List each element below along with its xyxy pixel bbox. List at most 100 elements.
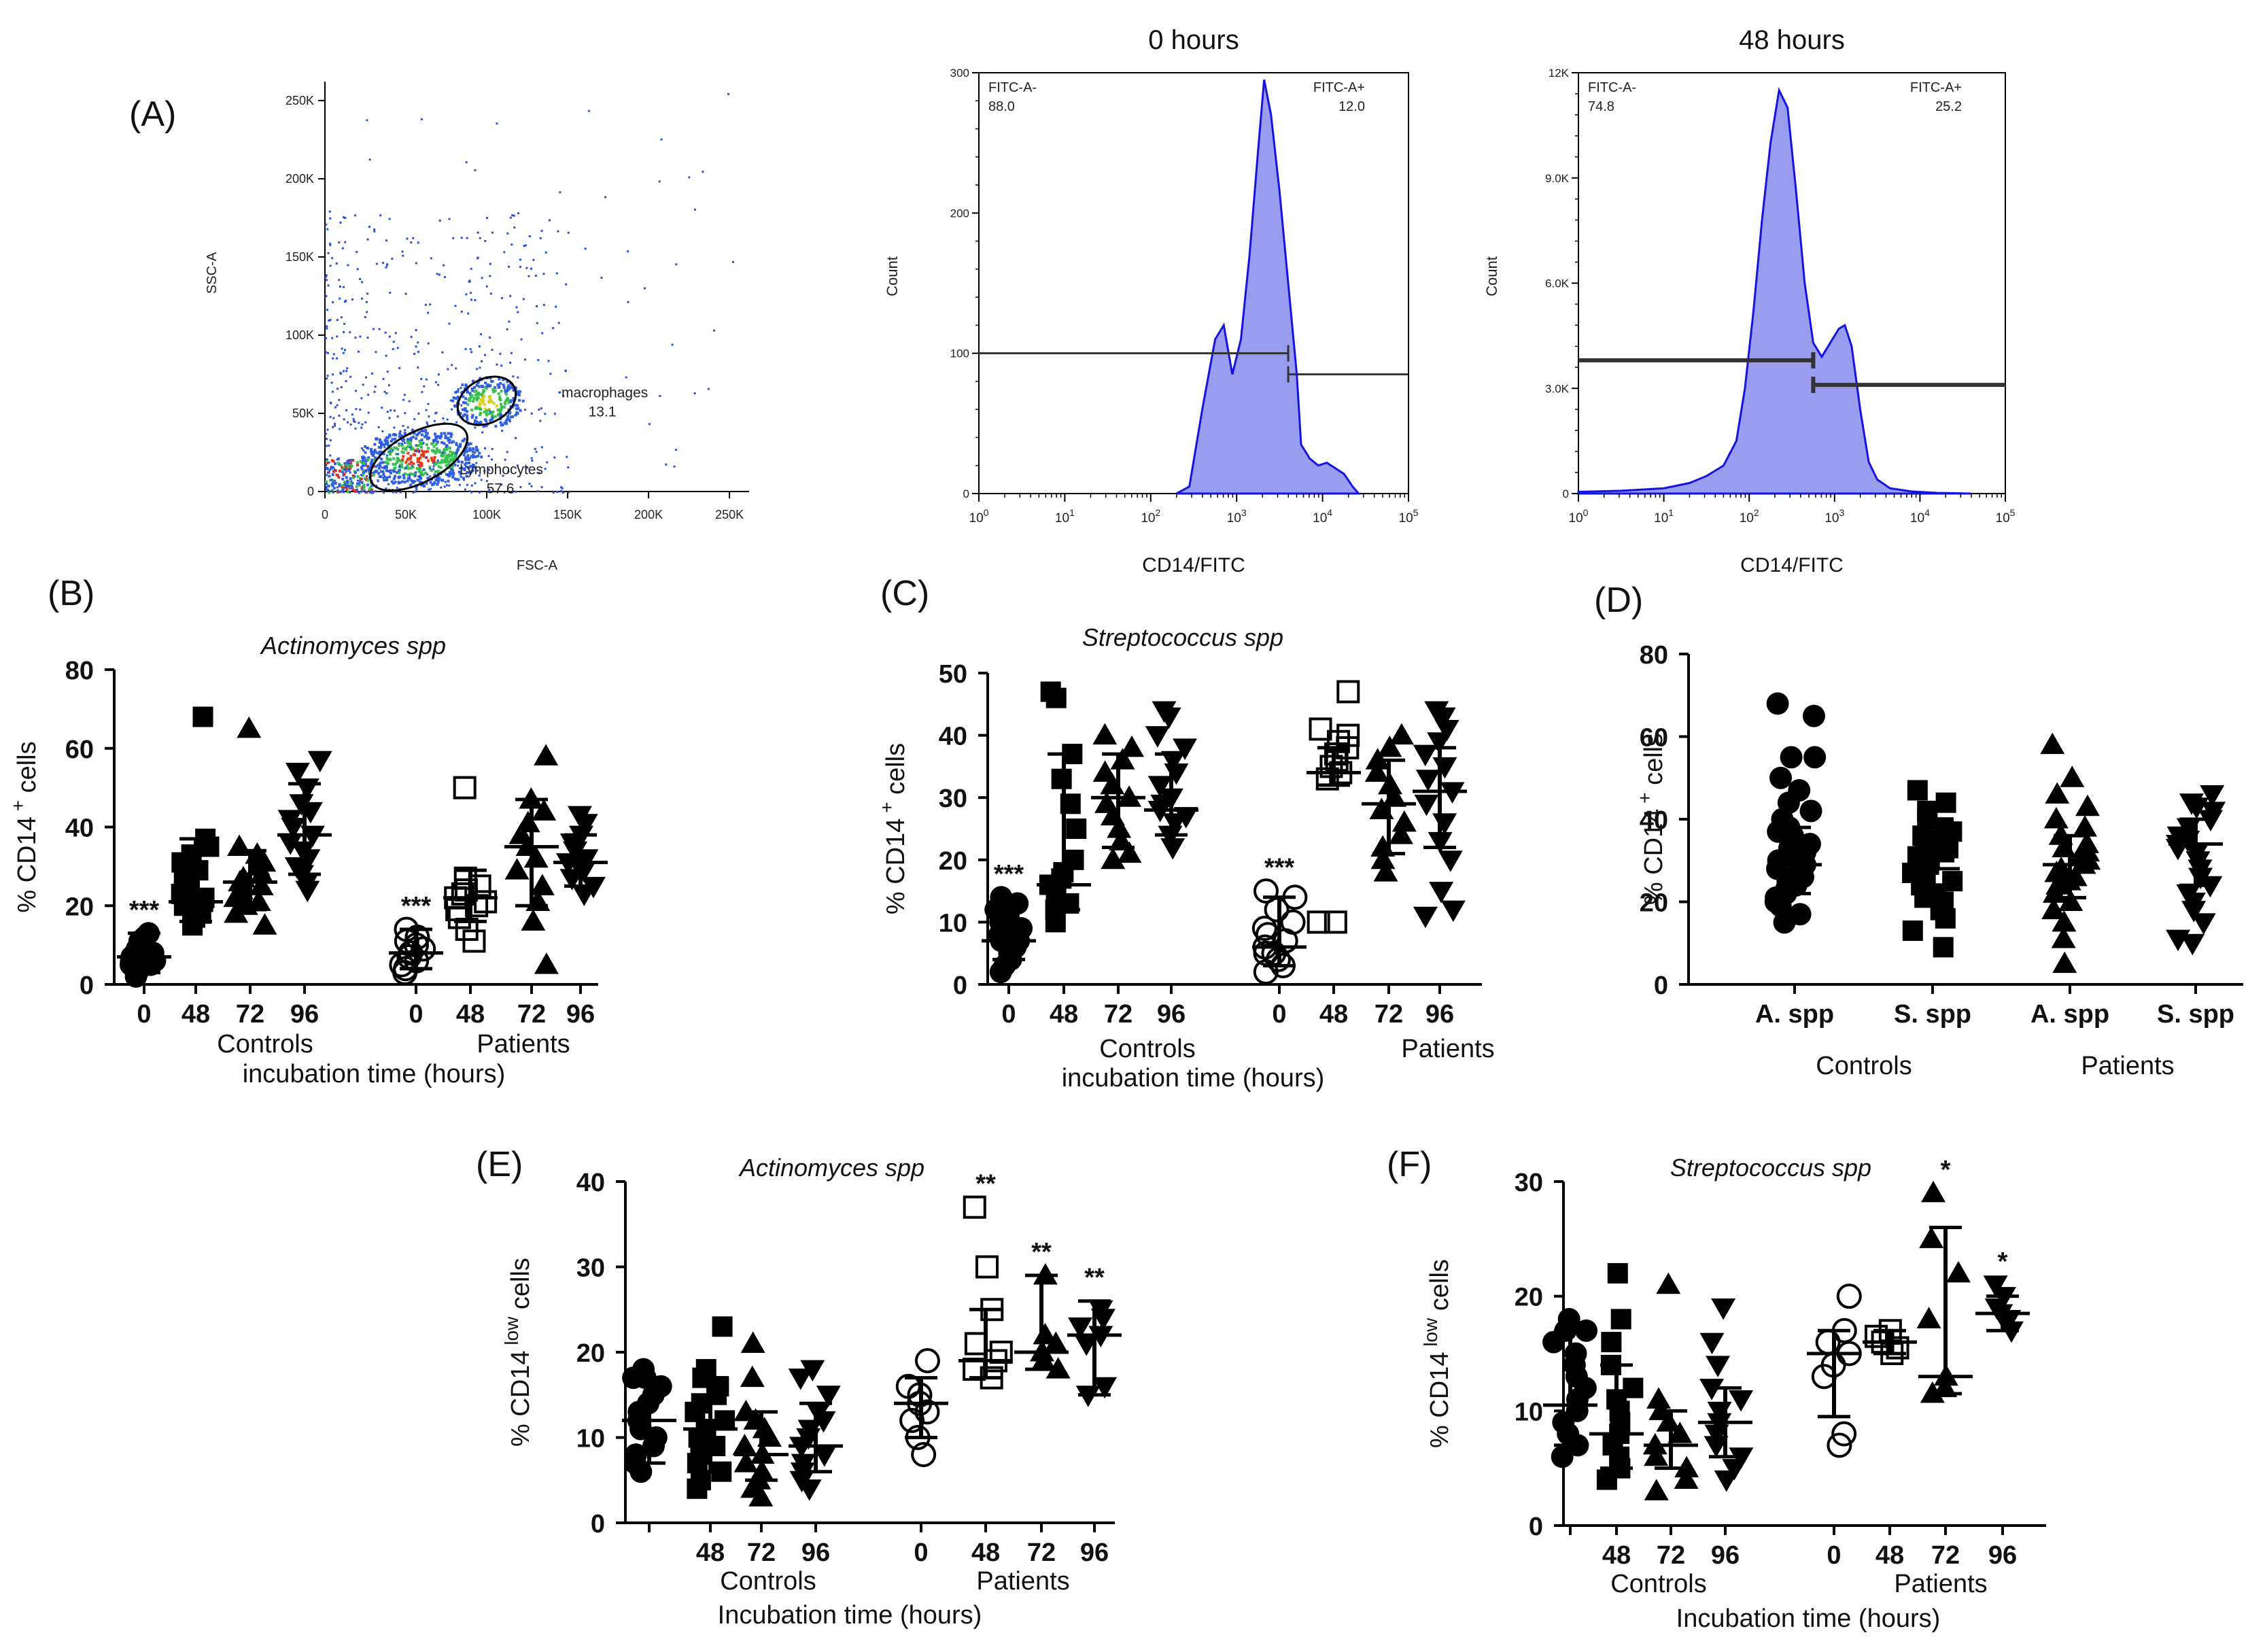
event-dot bbox=[443, 442, 446, 445]
data-point bbox=[1551, 1445, 1574, 1468]
event-dot bbox=[514, 404, 517, 407]
event-dot bbox=[485, 419, 488, 423]
event-dot bbox=[477, 257, 479, 260]
event-dot bbox=[422, 442, 425, 445]
event-dot bbox=[491, 413, 494, 417]
group-label: Controls bbox=[1610, 1570, 1707, 1598]
event-dot bbox=[409, 466, 413, 470]
gate-value: 25.2 bbox=[1935, 99, 1962, 114]
event-dot bbox=[409, 474, 411, 477]
event-dot bbox=[468, 461, 471, 464]
event-dot bbox=[508, 420, 511, 423]
event-dot bbox=[333, 479, 336, 483]
event-dot bbox=[658, 180, 661, 183]
event-dot bbox=[417, 366, 419, 369]
y-axis-label: % CD14 low cells bbox=[501, 1258, 535, 1447]
data-point bbox=[1788, 778, 1811, 802]
data-point bbox=[1983, 1275, 2008, 1297]
event-dot bbox=[474, 298, 477, 301]
y-tick-label: 100K bbox=[286, 328, 314, 342]
y-tick-label: 10 bbox=[939, 909, 967, 937]
point-group bbox=[1764, 692, 1827, 934]
event-dot bbox=[356, 268, 359, 271]
event-dot bbox=[404, 446, 408, 449]
event-dot bbox=[397, 475, 400, 479]
event-dot bbox=[399, 434, 402, 437]
data-point bbox=[1644, 1479, 1669, 1500]
event-dot bbox=[411, 447, 415, 451]
event-dot bbox=[469, 470, 472, 474]
event-dot bbox=[420, 464, 423, 467]
event-dot bbox=[665, 463, 668, 466]
event-dot bbox=[330, 381, 333, 384]
event-dot bbox=[364, 421, 367, 424]
event-dot bbox=[388, 447, 392, 450]
event-dot bbox=[398, 481, 402, 484]
event-dot bbox=[504, 392, 508, 396]
data-point bbox=[1389, 723, 1414, 745]
event-dot bbox=[448, 447, 451, 450]
event-dot bbox=[360, 487, 364, 490]
event-dot bbox=[345, 467, 349, 470]
event-dot bbox=[364, 462, 367, 466]
significance-marker: *** bbox=[994, 860, 1024, 889]
event-dot bbox=[349, 471, 351, 474]
event-dot bbox=[468, 447, 472, 450]
data-point bbox=[1921, 1180, 1946, 1203]
event-dot bbox=[448, 484, 451, 487]
event-dot bbox=[349, 491, 351, 494]
data-point bbox=[1434, 719, 1459, 742]
event-dot bbox=[433, 419, 436, 422]
event-dot bbox=[395, 491, 398, 494]
data-point bbox=[1173, 738, 1198, 760]
event-dot bbox=[445, 448, 448, 451]
event-dot bbox=[524, 409, 527, 411]
event-dot bbox=[417, 432, 420, 436]
event-dot bbox=[471, 379, 474, 383]
event-dot bbox=[356, 461, 359, 464]
data-point bbox=[504, 858, 530, 880]
event-dot bbox=[542, 304, 545, 307]
event-dot bbox=[331, 473, 334, 477]
event-dot bbox=[364, 445, 367, 448]
event-dot bbox=[339, 428, 341, 430]
event-dot bbox=[455, 367, 457, 370]
data-point bbox=[1045, 1357, 1071, 1379]
event-dot bbox=[495, 405, 498, 408]
data-point bbox=[1699, 1332, 1725, 1355]
event-dot bbox=[516, 464, 519, 467]
data-point bbox=[1667, 1422, 1693, 1443]
event-dot bbox=[451, 364, 453, 366]
event-dot bbox=[329, 243, 332, 246]
event-dot bbox=[440, 434, 443, 438]
event-dot bbox=[464, 463, 467, 466]
event-dot bbox=[452, 237, 455, 239]
event-dot bbox=[355, 485, 358, 488]
event-dot bbox=[477, 381, 480, 383]
event-dot bbox=[415, 444, 417, 447]
data-point bbox=[1946, 1260, 1971, 1283]
event-dot bbox=[453, 451, 456, 455]
event-dot bbox=[467, 312, 470, 315]
event-dot bbox=[448, 454, 451, 458]
event-dot bbox=[370, 488, 374, 492]
event-dot bbox=[419, 477, 422, 480]
event-dot bbox=[424, 303, 427, 306]
event-dot bbox=[511, 243, 513, 246]
event-dot bbox=[506, 415, 509, 418]
event-dot bbox=[343, 418, 345, 421]
event-dot bbox=[429, 475, 432, 478]
event-dot bbox=[434, 479, 438, 482]
event-dot bbox=[702, 171, 704, 173]
event-dot bbox=[486, 383, 489, 386]
event-dot bbox=[328, 491, 331, 494]
event-dot bbox=[370, 450, 373, 453]
event-dot bbox=[519, 409, 522, 412]
event-dot bbox=[434, 450, 438, 453]
event-dot bbox=[474, 466, 477, 469]
event-dot bbox=[443, 447, 447, 451]
group-label: Patients bbox=[1401, 1035, 1494, 1063]
event-dot bbox=[400, 450, 404, 453]
histogram-area bbox=[1577, 86, 1971, 495]
event-dot bbox=[473, 421, 477, 425]
